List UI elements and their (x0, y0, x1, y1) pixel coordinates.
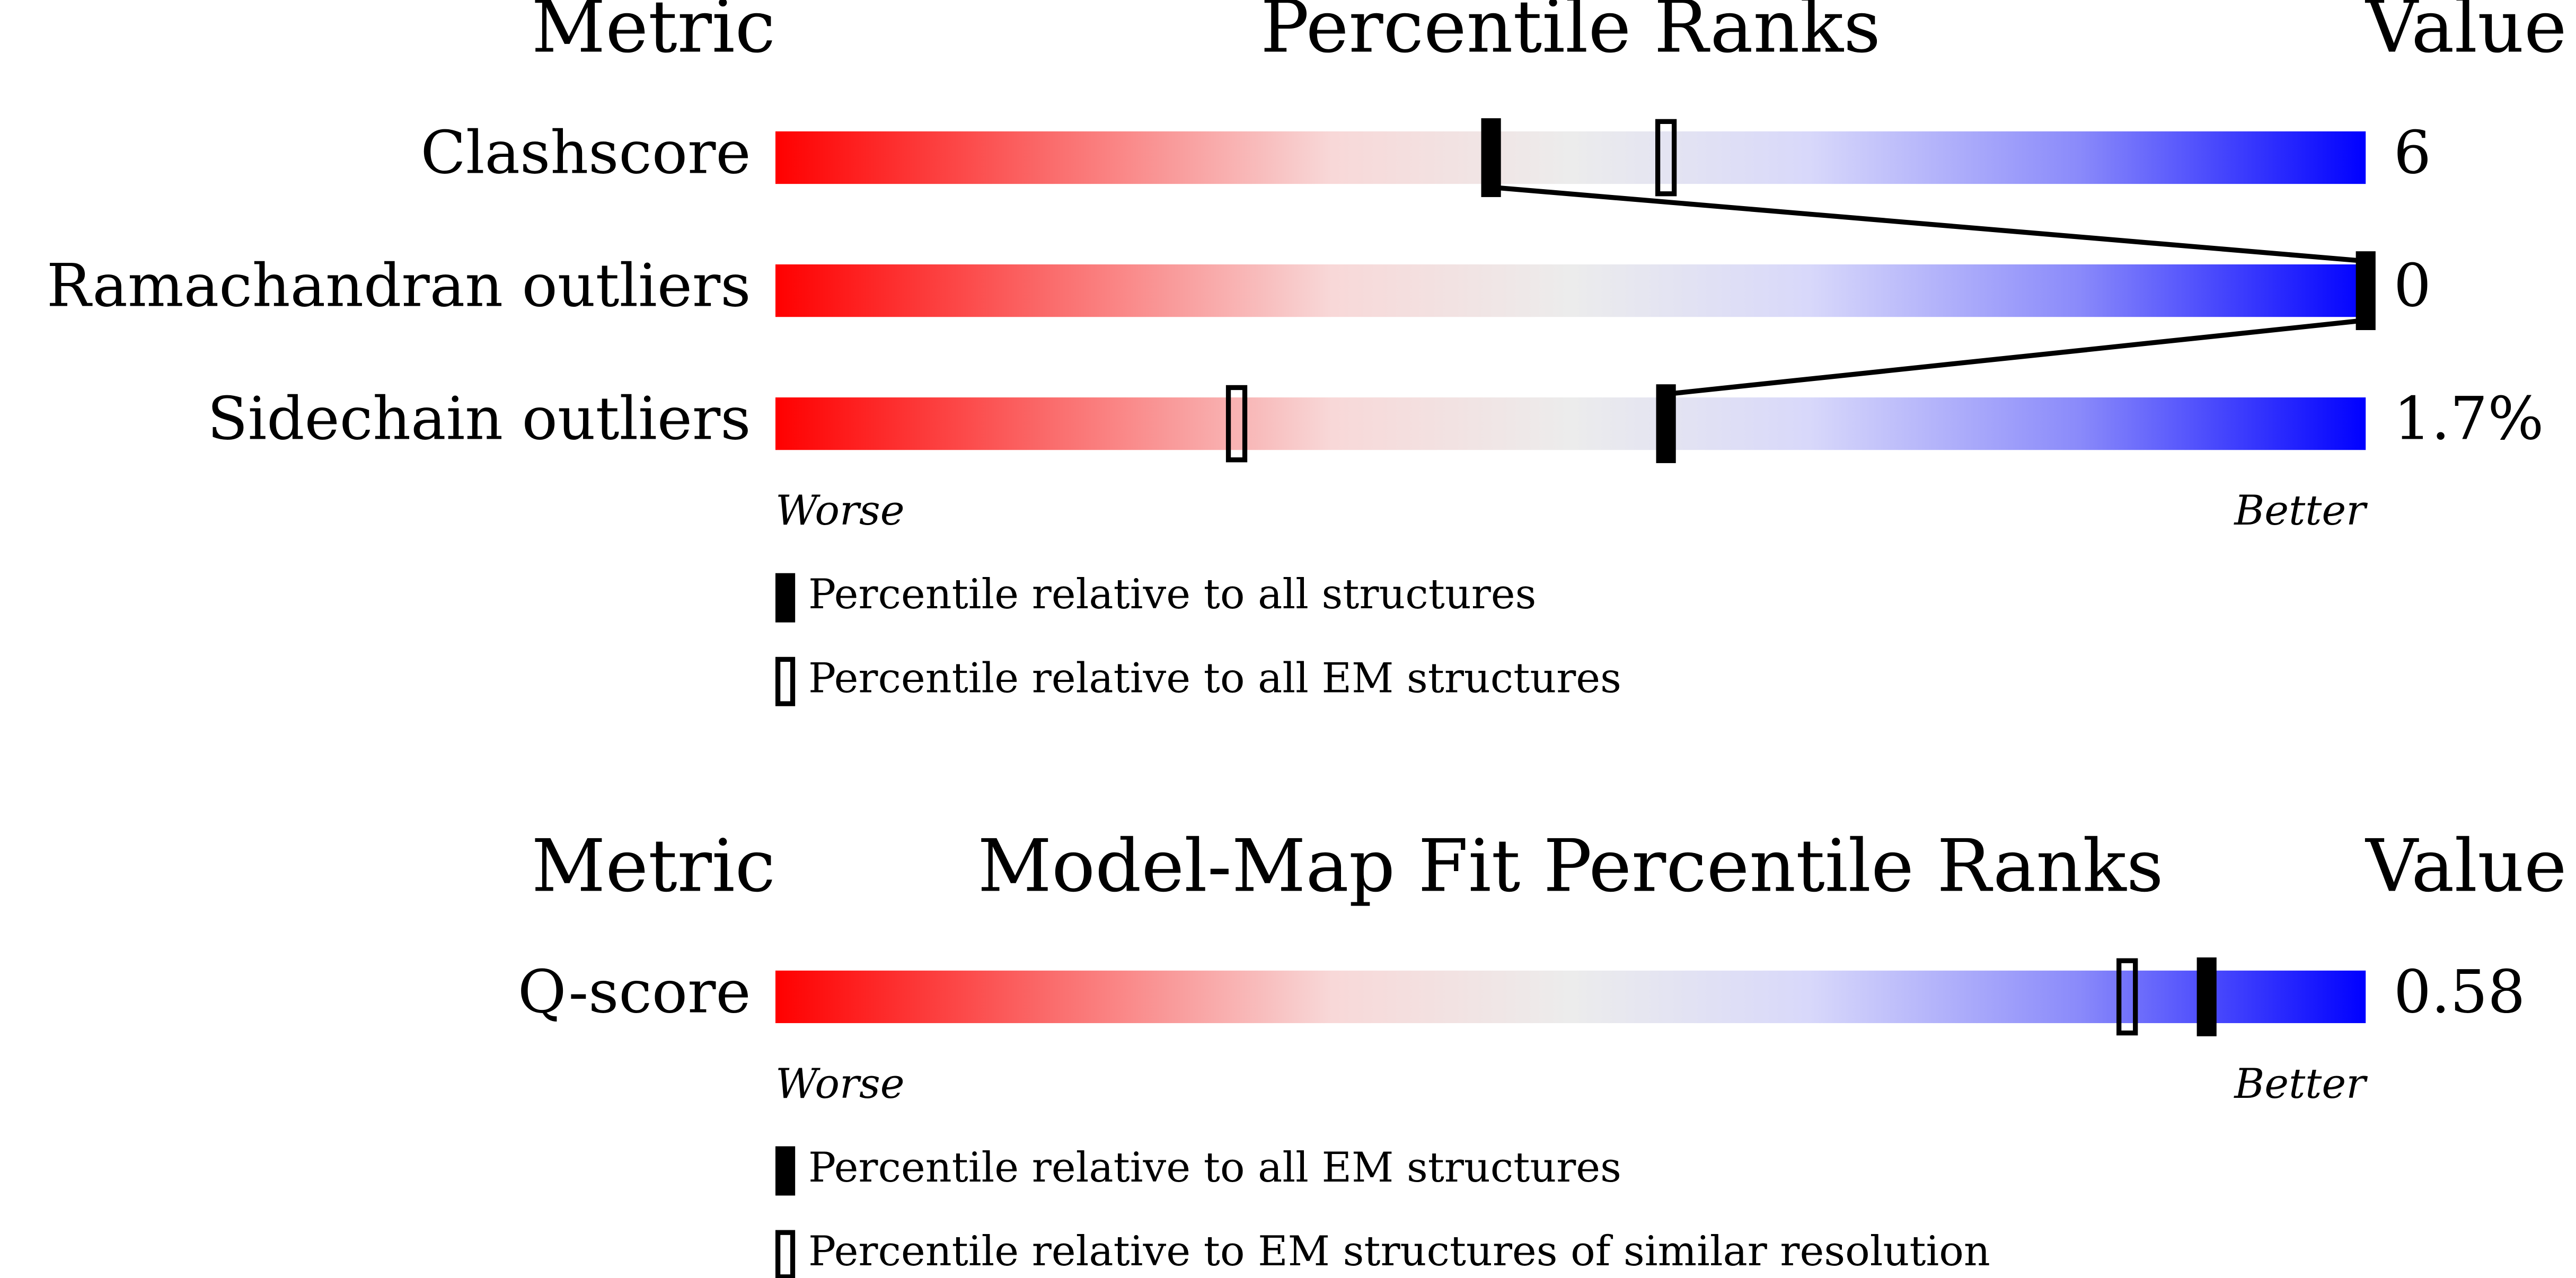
worse-label: Worse (775, 487, 905, 535)
metric-value: 1.7% (2394, 385, 2544, 454)
legend-swatch (775, 1146, 796, 1196)
slider-bar (775, 131, 2366, 184)
marker-hollow (2116, 958, 2138, 1036)
legend-label: Percentile relative to all structures (808, 571, 1536, 618)
legend-swatch (775, 573, 796, 623)
slider-bar (775, 970, 2366, 1023)
connector (1490, 184, 2366, 264)
legend-swatch (775, 1230, 796, 1278)
marker-filled (1656, 384, 1676, 464)
connector (1665, 317, 2366, 397)
marker-hollow (1225, 385, 1248, 463)
marker-hollow (1655, 119, 1677, 197)
slider-bar (775, 264, 2366, 317)
legend-label: Percentile relative to all EM structures (808, 1144, 1621, 1192)
marker-filled (2356, 251, 2376, 330)
metric-label: Ramachandran outliers (47, 252, 751, 321)
marker-filled (2196, 957, 2217, 1036)
worse-label: Worse (775, 1060, 905, 1108)
metric-header: Metric (532, 824, 775, 908)
slider-bar (775, 397, 2366, 450)
metric-label: Clashscore (420, 119, 751, 188)
marker-filled (1481, 118, 1501, 197)
value-header: Value (2365, 0, 2566, 69)
legend-label: Percentile relative to EM structures of … (808, 1228, 1990, 1275)
metric-value: 6 (2394, 119, 2431, 188)
metric-label: Sidechain outliers (207, 385, 751, 454)
panel-title: Model-Map Fit Percentile Ranks (977, 824, 2163, 908)
better-label: Better (2233, 487, 2368, 535)
metric-value: 0.58 (2394, 957, 2525, 1026)
panel-title: Percentile Ranks (1260, 0, 1881, 69)
legend-label: Percentile relative to all EM structures (808, 654, 1621, 702)
value-header: Value (2365, 824, 2566, 908)
metric-label: Q-score (518, 957, 751, 1026)
metric-value: 0 (2394, 252, 2431, 321)
better-label: Better (2233, 1060, 2368, 1108)
legend-swatch (775, 656, 796, 706)
metric-header: Metric (532, 0, 775, 69)
